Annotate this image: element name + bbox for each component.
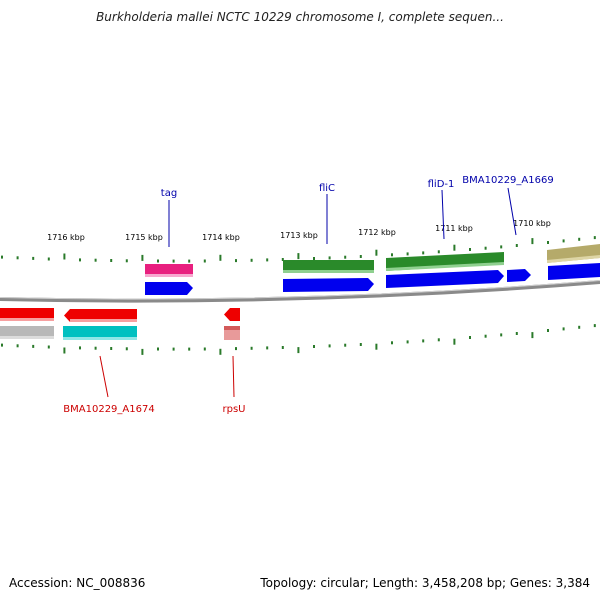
forward-genes (145, 244, 600, 277)
gene-rpsu-top (224, 326, 240, 330)
callout-lines (99, 187, 517, 398)
label-a1674[interactable]: BMA10229_A1674 (63, 404, 154, 415)
gene-flid-1-shade (386, 262, 504, 271)
gene-tag-shade (145, 274, 193, 277)
callout-flid-1 (441, 189, 445, 240)
page-title: Burkholderia mallei NCTC 10229 chromosom… (96, 10, 504, 24)
forward-cds (145, 263, 600, 295)
gene-labels: tag fliC fliD-1 BMA10229_A1669 BMA10229_… (63, 175, 553, 415)
kbp-label-1714: 1714 kbp (202, 233, 240, 242)
gene-a1674[interactable] (63, 326, 137, 340)
accession-text: Accession: NC_008836 (9, 576, 146, 590)
reverse-genes (0, 308, 240, 340)
kbp-label-1716: 1716 kbp (47, 233, 85, 242)
cds-a1669-arrow[interactable] (507, 269, 531, 282)
kbp-label-1713: 1713 kbp (280, 231, 318, 240)
kbp-label-1712: 1712 kbp (358, 228, 396, 237)
kbp-label-1710: 1710 kbp (513, 219, 551, 228)
cds-tag-arrow[interactable] (145, 282, 193, 295)
chromosome-backbone (0, 280, 600, 303)
cds-a1674-shade (70, 319, 137, 322)
gene-flic[interactable] (283, 260, 374, 273)
cds-flic-arrow[interactable] (283, 278, 374, 292)
cds-rpsu-arrow[interactable] (224, 308, 240, 321)
kbp-label-1715: 1715 kbp (125, 233, 163, 242)
gene-tag[interactable] (145, 264, 193, 277)
kbp-label-1711: 1711 kbp (435, 224, 473, 233)
label-flic[interactable]: fliC (319, 183, 335, 194)
callout-a1674 (99, 355, 109, 398)
reverse-tick-track (1, 324, 596, 355)
gene-left-edge-gray[interactable] (0, 326, 54, 339)
genome-summary-text: Topology: circular; Length: 3,458,208 bp… (260, 576, 590, 590)
cds-a1674-arrow[interactable] (64, 309, 137, 322)
gene-a1674-shade (63, 337, 137, 340)
label-rpsu[interactable]: rpsU (223, 404, 246, 415)
callout-rpsu (232, 355, 235, 398)
forward-tick-track (1, 236, 596, 263)
label-flid-1[interactable]: fliD-1 (428, 179, 455, 190)
cds-right-edge[interactable] (548, 263, 600, 280)
gene-flid-1[interactable] (386, 252, 504, 271)
cds-left-edge-shade (0, 318, 54, 321)
gene-flic-shade (283, 270, 374, 273)
gene-a1669-feature-shade (547, 255, 600, 263)
kbp-labels: 1716 kbp 1715 kbp 1714 kbp 1713 kbp 1712… (47, 219, 551, 242)
label-a1669[interactable]: BMA10229_A1669 (462, 175, 553, 186)
cds-left-edge-arrow[interactable] (0, 308, 54, 321)
label-tag[interactable]: tag (161, 188, 177, 199)
cds-flid-1-arrow[interactable] (386, 270, 504, 288)
callout-a1669 (507, 187, 517, 236)
gene-left-edge-gray-shade (0, 336, 54, 339)
chromosome-backbone-highlight (0, 280, 600, 300)
